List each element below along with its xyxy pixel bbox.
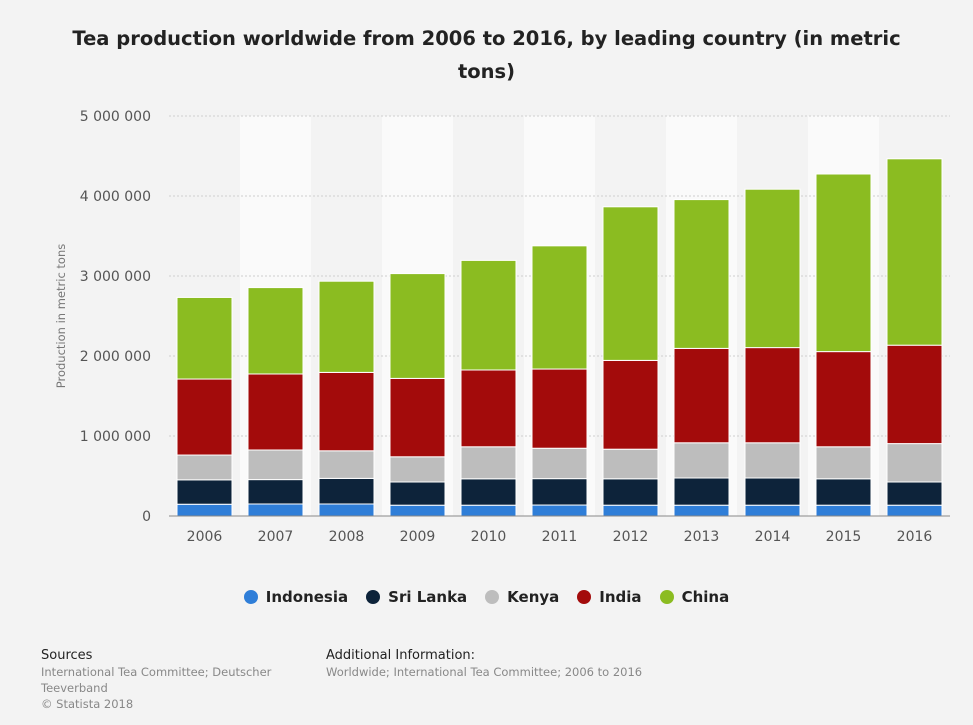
y-tick-label: 2 000 000 xyxy=(80,349,151,365)
x-tick-label: 2014 xyxy=(755,529,791,545)
y-axis-title: Production in metric tons xyxy=(54,244,68,389)
bar-china-2007 xyxy=(247,287,304,375)
x-tick-label: 2007 xyxy=(258,529,294,545)
x-tick-label: 2008 xyxy=(329,529,365,545)
chart-legend: Indonesia Sri Lanka Kenya India China xyxy=(0,588,973,606)
bar-india-2013 xyxy=(673,347,730,444)
bar-china-2011 xyxy=(531,245,588,370)
legend-item-china[interactable]: China xyxy=(659,588,730,606)
legend-marker-china xyxy=(659,590,674,604)
bar-india-2014 xyxy=(744,347,801,444)
bar-china-2008 xyxy=(318,280,375,373)
footer-sources: Sources International Tea Committee; Deu… xyxy=(41,648,311,712)
bar-indonesia-2007 xyxy=(247,503,304,517)
bar-sri-lanka-2010 xyxy=(460,478,517,506)
footer-additional-info: Additional Information: Worldwide; Inter… xyxy=(326,648,746,680)
legend-label-indonesia: Indonesia xyxy=(265,588,349,606)
sources-heading[interactable]: Sources xyxy=(41,648,93,663)
bar-indonesia-2015 xyxy=(815,504,872,517)
bar-indonesia-2009 xyxy=(389,504,446,517)
legend-item-indonesia[interactable]: Indonesia xyxy=(243,588,349,606)
bar-china-2010 xyxy=(460,259,517,371)
bar-indonesia-2013 xyxy=(673,504,730,517)
bar-kenya-2012 xyxy=(602,448,659,480)
legend-label-india: India xyxy=(599,588,642,606)
y-tick-label: 3 000 000 xyxy=(80,269,151,285)
legend-label-china: China xyxy=(681,588,730,606)
y-tick-label: 0 xyxy=(142,509,151,525)
bar-kenya-2014 xyxy=(744,442,801,479)
chart-title: Tea production worldwide from 2006 to 20… xyxy=(72,27,901,83)
bar-china-2009 xyxy=(389,273,446,379)
legend-marker-sri-lanka xyxy=(366,590,381,604)
bar-sri-lanka-2006 xyxy=(176,479,233,505)
legend-marker-indonesia xyxy=(243,590,258,604)
bar-indonesia-2016 xyxy=(886,504,943,517)
bar-india-2008 xyxy=(318,371,375,452)
x-tick-label: 2013 xyxy=(684,529,720,545)
bar-india-2012 xyxy=(602,359,659,450)
legend-label-kenya: Kenya xyxy=(507,588,560,606)
bar-kenya-2007 xyxy=(247,449,304,481)
legend-item-kenya[interactable]: Kenya xyxy=(485,588,559,606)
bar-kenya-2015 xyxy=(815,446,872,480)
additional-info-text: Worldwide; International Tea Committee; … xyxy=(326,665,643,679)
bar-china-2014 xyxy=(744,188,801,349)
bar-indonesia-2008 xyxy=(318,503,375,517)
x-tick-label: 2012 xyxy=(613,529,649,545)
bar-kenya-2009 xyxy=(389,456,446,483)
y-tick-label: 1 000 000 xyxy=(80,429,151,445)
bar-india-2009 xyxy=(389,377,446,458)
x-tick-label: 2016 xyxy=(897,529,933,545)
copyright-text: © Statista 2018 xyxy=(41,697,134,711)
bar-kenya-2016 xyxy=(886,443,943,483)
bar-sri-lanka-2013 xyxy=(673,477,730,506)
bar-india-2006 xyxy=(176,378,233,456)
legend-marker-kenya xyxy=(485,590,500,604)
bar-kenya-2011 xyxy=(531,447,588,480)
legend-marker-india xyxy=(577,590,592,604)
bar-china-2015 xyxy=(815,173,872,353)
bar-indonesia-2011 xyxy=(531,504,588,517)
bar-kenya-2008 xyxy=(318,450,375,479)
bar-kenya-2006 xyxy=(176,454,233,481)
bar-india-2007 xyxy=(247,373,304,451)
bar-sri-lanka-2012 xyxy=(602,478,659,506)
x-tick-label: 2011 xyxy=(542,529,578,545)
x-tick-label: 2015 xyxy=(826,529,862,545)
bar-sri-lanka-2014 xyxy=(744,477,801,506)
bar-indonesia-2006 xyxy=(176,503,233,517)
bar-indonesia-2014 xyxy=(744,504,801,517)
legend-label-sri-lanka: Sri Lanka xyxy=(388,588,468,606)
bar-india-2015 xyxy=(815,351,872,448)
legend-item-sri-lanka[interactable]: Sri Lanka xyxy=(366,588,467,606)
bar-india-2011 xyxy=(531,368,588,449)
bar-indonesia-2010 xyxy=(460,504,517,517)
bar-china-2013 xyxy=(673,199,730,349)
x-tick-label: 2010 xyxy=(471,529,507,545)
bar-china-2006 xyxy=(176,296,233,380)
sources-text: International Tea Committee; Deutscher T… xyxy=(41,665,272,695)
bar-india-2016 xyxy=(886,344,943,445)
bar-china-2016 xyxy=(886,158,943,346)
bar-sri-lanka-2016 xyxy=(886,481,943,506)
bar-kenya-2010 xyxy=(460,446,517,480)
y-tick-label: 5 000 000 xyxy=(80,109,151,125)
legend-item-india[interactable]: India xyxy=(577,588,642,606)
additional-info-heading[interactable]: Additional Information: xyxy=(326,648,476,663)
bar-indonesia-2012 xyxy=(602,504,659,517)
bar-kenya-2013 xyxy=(673,442,730,479)
x-tick-label: 2006 xyxy=(187,529,223,545)
bar-sri-lanka-2011 xyxy=(531,478,588,506)
bar-india-2010 xyxy=(460,369,517,448)
y-tick-label: 4 000 000 xyxy=(80,189,151,205)
x-tick-label: 2009 xyxy=(400,529,436,545)
bar-sri-lanka-2007 xyxy=(247,479,304,505)
bar-china-2012 xyxy=(602,206,659,361)
stacked-bar-chart: 0 1 000 000 2 000 000 3 000 000 4 000 000 5 0… xyxy=(54,109,950,545)
bar-sri-lanka-2015 xyxy=(815,478,872,506)
bar-sri-lanka-2008 xyxy=(318,477,375,505)
bar-sri-lanka-2009 xyxy=(389,481,446,506)
